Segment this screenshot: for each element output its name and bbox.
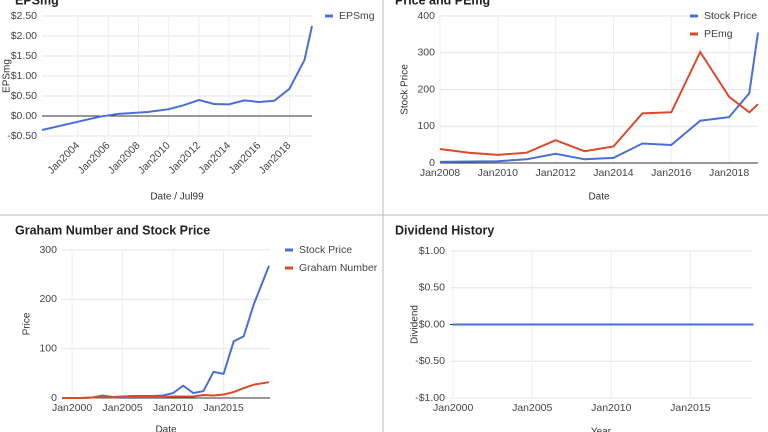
- y-tick-label: 0: [429, 157, 435, 169]
- y-tick-label: 200: [417, 83, 435, 95]
- x-tick-label: Jan2015: [670, 402, 710, 414]
- x-tick-label: Jan2010: [591, 402, 631, 414]
- y-tick-label: 400: [417, 10, 435, 22]
- y-tick-label: $2.00: [11, 30, 37, 42]
- y-axis-title: Dividend: [410, 305, 421, 344]
- line-series: [439, 49, 759, 156]
- chart-title: Price and PEmg: [395, 0, 490, 7]
- y-tick-label: $2.50: [11, 10, 37, 22]
- x-tick-label: Jan2010: [478, 167, 518, 179]
- y-tick-label: $1.00: [11, 70, 37, 82]
- x-tick-label: Jan2005: [512, 402, 552, 414]
- y-tick-label: 100: [417, 120, 435, 132]
- y-tick-label: 100: [39, 342, 57, 354]
- line-series: [62, 265, 270, 399]
- legend-label: EPSmg: [339, 10, 375, 22]
- x-tick-label: Jan2015: [203, 402, 243, 414]
- line-series: [439, 32, 759, 163]
- y-tick-label: -$0.50: [7, 130, 37, 142]
- chart-title: Dividend History: [395, 223, 494, 237]
- legend-label: Stock Price: [704, 10, 757, 22]
- x-tick-label: Jan2018: [256, 139, 293, 176]
- x-axis-title: Year: [591, 427, 612, 432]
- y-axis-title: Price: [22, 312, 33, 335]
- y-tick-label: $0.50: [419, 282, 445, 294]
- x-tick-label: Jan2012: [166, 139, 203, 176]
- y-tick-label: 300: [417, 47, 435, 59]
- x-tick-label: Jan2010: [153, 402, 193, 414]
- y-tick-label: $0.00: [419, 318, 445, 330]
- x-tick-label: Jan2016: [226, 139, 263, 176]
- y-tick-label: $1.50: [11, 50, 37, 62]
- x-tick-label: Jan2014: [593, 167, 633, 179]
- legend-label: Stock Price: [299, 244, 352, 256]
- y-tick-label: -$1.00: [415, 392, 445, 404]
- line-series: [62, 381, 270, 399]
- y-axis-title: Stock Price: [400, 64, 411, 115]
- x-axis-title: Date: [588, 192, 610, 203]
- x-axis-title: Date / Jul99: [150, 192, 204, 203]
- x-tick-label: Jan2000: [433, 402, 473, 414]
- x-tick-label: Jan2008: [106, 139, 143, 176]
- legend-label: Graham Number: [299, 262, 378, 274]
- x-tick-label: Jan2018: [709, 167, 749, 179]
- x-tick-label: Jan2004: [45, 139, 82, 176]
- x-tick-label: Jan2000: [52, 402, 92, 414]
- x-tick-label: Jan2006: [75, 139, 112, 176]
- chart-title: EPSmg: [15, 0, 59, 7]
- legend-label: PEmg: [704, 28, 733, 40]
- y-tick-label: 0: [51, 392, 57, 404]
- y-tick-label: $1.00: [419, 245, 445, 257]
- x-tick-label: Jan2014: [196, 139, 233, 176]
- x-tick-label: Jan2012: [535, 167, 575, 179]
- y-tick-label: $0.00: [11, 110, 37, 122]
- line-series: [41, 25, 313, 131]
- y-tick-label: 200: [39, 293, 57, 305]
- y-axis-title: EPSmg: [2, 59, 13, 93]
- y-tick-label: $0.50: [11, 90, 37, 102]
- chart-title: Graham Number and Stock Price: [15, 223, 210, 237]
- x-axis-title: Date: [155, 425, 177, 432]
- y-tick-label: -$0.50: [415, 355, 445, 367]
- y-tick-label: 300: [39, 244, 57, 256]
- x-tick-label: Jan2010: [136, 139, 173, 176]
- x-tick-label: Jan2016: [651, 167, 691, 179]
- x-tick-label: Jan2008: [420, 167, 460, 179]
- x-tick-label: Jan2005: [102, 402, 142, 414]
